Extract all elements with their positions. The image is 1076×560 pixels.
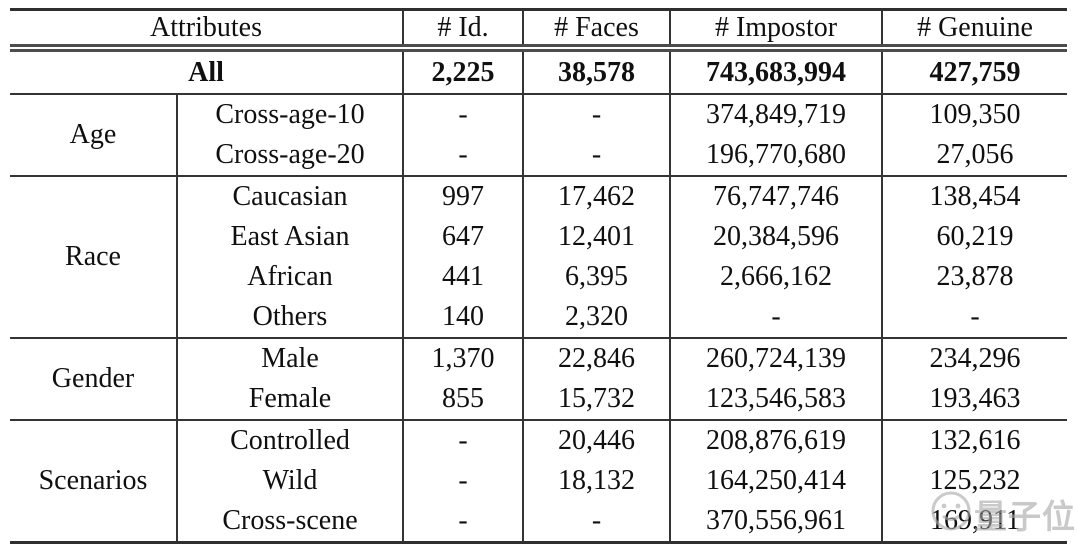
faces-cell: 2,320	[522, 297, 670, 338]
impostor-cell: 2,666,162	[669, 257, 882, 297]
column-header-attributes: Attributes	[10, 9, 403, 52]
faces-cell: 15,732	[522, 379, 670, 420]
attribute-cell: Wild	[176, 461, 403, 501]
impostor-cell: -	[669, 297, 882, 338]
id-cell: 140	[402, 297, 523, 338]
column-header-id: # Id.	[402, 9, 523, 52]
group-label-scenarios: Scenarios	[10, 419, 177, 543]
faces-cell: 12,401	[522, 217, 670, 257]
table-row-wild: Wild - 18,132 164,250,414 125,232	[10, 461, 1067, 501]
id-cell: 855	[402, 379, 523, 420]
table-row-cross-scene: Cross-scene - - 370,556,961 169,911	[10, 501, 1067, 543]
id-cell: 997	[402, 175, 523, 217]
id-cell: -	[402, 501, 523, 543]
table-row-others: Others 140 2,320 - -	[10, 297, 1067, 338]
attribute-cell: Caucasian	[176, 175, 403, 217]
genuine-cell: 132,616	[881, 419, 1067, 461]
id-cell: -	[402, 135, 523, 176]
all-label: All	[10, 48, 403, 95]
impostor-cell: 370,556,961	[669, 501, 882, 543]
impostor-cell: 260,724,139	[669, 337, 882, 379]
impostor-cell: 164,250,414	[669, 461, 882, 501]
all-genuine: 427,759	[881, 48, 1067, 95]
genuine-cell: 60,219	[881, 217, 1067, 257]
id-cell: -	[402, 461, 523, 501]
table-row-male: Gender Male 1,370 22,846 260,724,139 234…	[10, 337, 1067, 420]
attributes-statistics-table: Attributes # Id. # Faces # Impostor # Ge…	[10, 8, 1067, 544]
faces-cell: 6,395	[522, 257, 670, 297]
genuine-cell: 109,350	[881, 93, 1067, 135]
id-cell: -	[402, 93, 523, 135]
faces-cell: 20,446	[522, 419, 670, 461]
faces-cell: 18,132	[522, 461, 670, 501]
faces-cell: 17,462	[522, 175, 670, 217]
table-row-cross-age-20: Cross-age-20 - - 196,770,680 27,056	[10, 135, 1067, 176]
attribute-cell: Female	[176, 379, 403, 420]
id-cell: 647	[402, 217, 523, 257]
genuine-cell: 23,878	[881, 257, 1067, 297]
table-row-controlled: Scenarios Controlled - 20,446 208,876,61…	[10, 419, 1067, 543]
group-label-gender: Gender	[10, 337, 177, 420]
attribute-cell: Controlled	[176, 419, 403, 461]
impostor-cell: 123,546,583	[669, 379, 882, 420]
faces-cell: -	[522, 501, 670, 543]
genuine-cell: 193,463	[881, 379, 1067, 420]
impostor-cell: 374,849,719	[669, 93, 882, 135]
attribute-cell: Cross-age-10	[176, 93, 403, 135]
attribute-cell: East Asian	[176, 217, 403, 257]
attribute-cell: Cross-age-20	[176, 135, 403, 176]
genuine-cell: -	[881, 297, 1067, 338]
all-impostor: 743,683,994	[669, 48, 882, 95]
impostor-cell: 76,747,746	[669, 175, 882, 217]
group-label-age: Age	[10, 93, 177, 176]
id-cell: 441	[402, 257, 523, 297]
table-row-all: All 2,225 38,578 743,683,994 427,759	[10, 48, 1067, 95]
impostor-cell: 20,384,596	[669, 217, 882, 257]
attribute-cell: Male	[176, 337, 403, 379]
genuine-cell: 234,296	[881, 337, 1067, 379]
attribute-cell: Cross-scene	[176, 501, 403, 543]
table-row-east-asian: East Asian 647 12,401 20,384,596 60,219	[10, 217, 1067, 257]
genuine-cell: 27,056	[881, 135, 1067, 176]
all-id: 2,225	[402, 48, 523, 95]
table-row-cross-age-10: Age Cross-age-10 - - 374,849,719 109,350	[10, 93, 1067, 176]
impostor-cell: 196,770,680	[669, 135, 882, 176]
genuine-cell: 169,911	[881, 501, 1067, 543]
attribute-cell: Others	[176, 297, 403, 338]
faces-cell: -	[522, 135, 670, 176]
genuine-cell: 125,232	[881, 461, 1067, 501]
genuine-cell: 138,454	[881, 175, 1067, 217]
faces-cell: 22,846	[522, 337, 670, 379]
column-header-genuine: # Genuine	[881, 9, 1067, 52]
column-header-faces: # Faces	[522, 9, 670, 52]
id-cell: -	[402, 419, 523, 461]
column-header-impostor: # Impostor	[669, 9, 882, 52]
impostor-cell: 208,876,619	[669, 419, 882, 461]
table-header-row: Attributes # Id. # Faces # Impostor # Ge…	[10, 9, 1067, 52]
attribute-cell: African	[176, 257, 403, 297]
all-faces: 38,578	[522, 48, 670, 95]
id-cell: 1,370	[402, 337, 523, 379]
table-row-caucasian: Race Caucasian 997 17,462 76,747,746 138…	[10, 175, 1067, 338]
table-row-african: African 441 6,395 2,666,162 23,878	[10, 257, 1067, 297]
faces-cell: -	[522, 93, 670, 135]
table-row-female: Female 855 15,732 123,546,583 193,463	[10, 379, 1067, 420]
group-label-race: Race	[10, 175, 177, 338]
